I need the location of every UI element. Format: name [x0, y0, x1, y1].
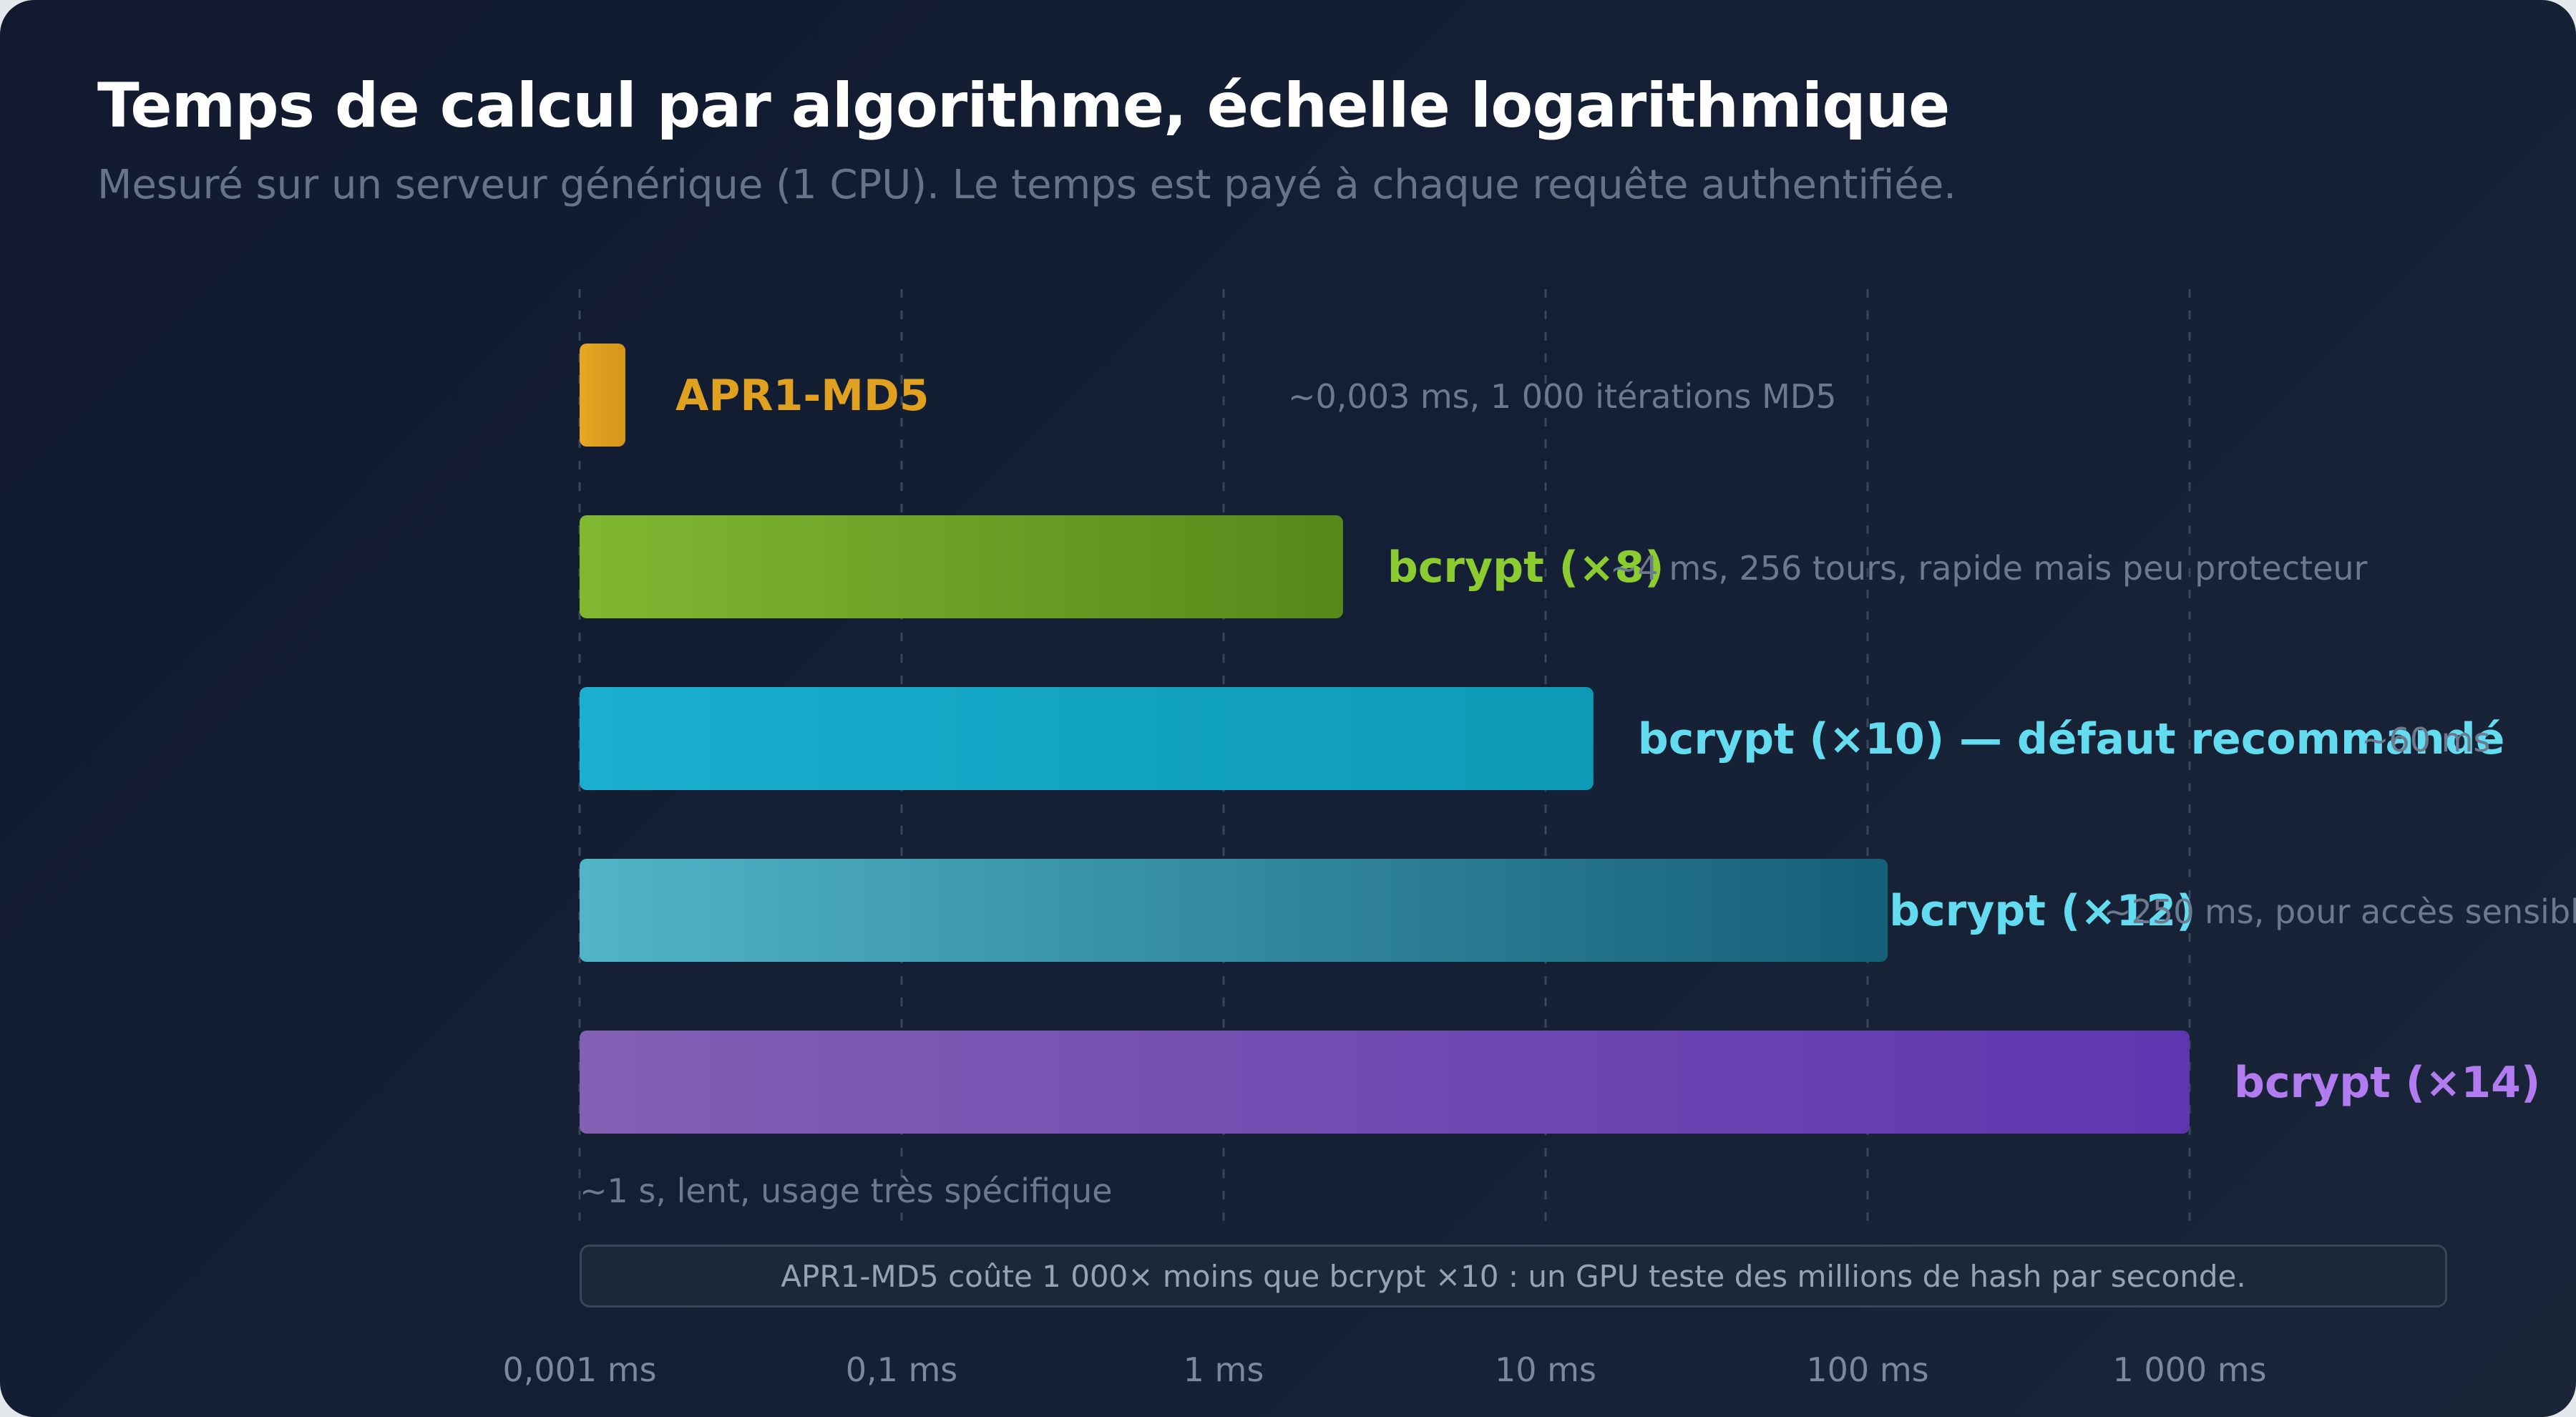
- bar-label: bcrypt (×8): [1387, 542, 1664, 593]
- chart-subtitle: Mesuré sur un serveur générique (1 CPU).…: [97, 162, 1956, 208]
- bar: [580, 344, 625, 447]
- tick-label: 100 ms: [1806, 1350, 1928, 1389]
- bar: [580, 859, 1888, 962]
- bar: [580, 515, 1343, 618]
- tick-label: 0,1 ms: [846, 1350, 958, 1389]
- bar-note: ~60 ms: [2361, 721, 2490, 759]
- tick-label: 0,001 ms: [502, 1350, 656, 1389]
- bar-label: bcrypt (×14): [2234, 1058, 2540, 1108]
- bar-note: ~250 ms, pour accès sensibles: [2104, 892, 2576, 931]
- bar-note: ~0,003 ms, 1 000 itérations MD5: [1288, 377, 1836, 416]
- footnote-box: APR1-MD5 coûte 1 000× moins que bcrypt ×…: [580, 1245, 2447, 1308]
- bar-label: APR1-MD5: [675, 371, 930, 421]
- bar-note: ~4 ms, 256 tours, rapide mais peu protec…: [1610, 549, 2368, 588]
- tick-label: 1 000 ms: [2112, 1350, 2266, 1389]
- bar: [580, 1031, 2190, 1134]
- bar-label: bcrypt (×10) — défaut recommandé: [1638, 714, 2505, 764]
- bar-label: bcrypt (×12): [1889, 886, 2195, 936]
- grid-lines: [578, 289, 2191, 1231]
- chart-title: Temps de calcul par algorithme, échelle …: [97, 70, 1950, 142]
- tick-label: 10 ms: [1495, 1350, 1596, 1389]
- x-axis-ticks: 0,001 ms 0,1 ms 1 ms 10 ms 100 ms 1 000 ms: [502, 1350, 2266, 1389]
- bars: APR1-MD5 ~0,003 ms, 1 000 itérations MD5 b…: [580, 344, 2576, 1210]
- bar: [580, 687, 1594, 790]
- bar-note: ~1 s, lent, usage très spécifique: [580, 1172, 1113, 1210]
- tick-label: 1 ms: [1184, 1350, 1264, 1389]
